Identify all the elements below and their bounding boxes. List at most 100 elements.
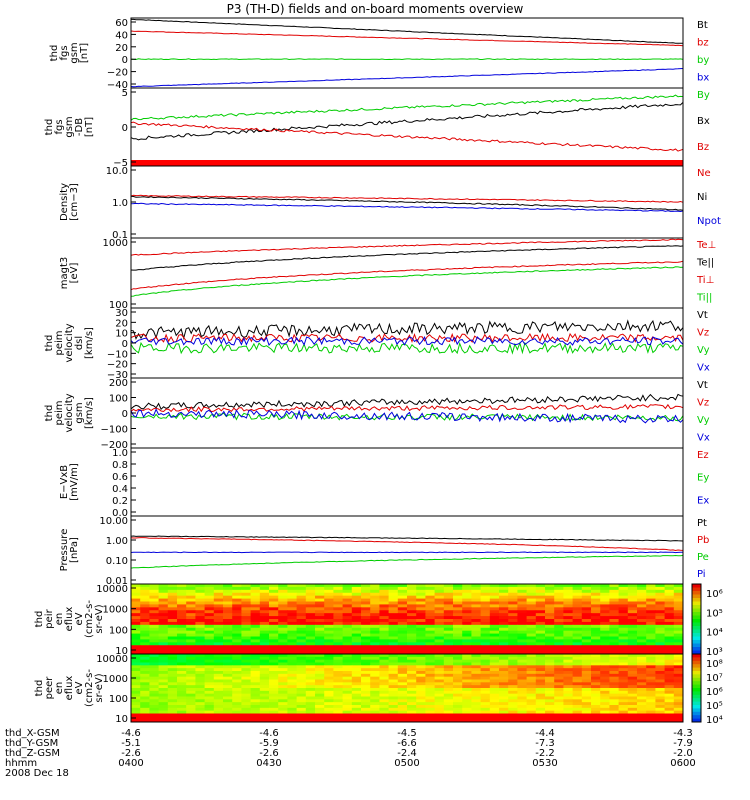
heatmap-cell (646, 716, 656, 720)
heatmap-cell (655, 716, 666, 720)
heatmap-cell (425, 702, 436, 706)
heatmap-cell (342, 627, 353, 632)
heatmap-cell (535, 656, 546, 661)
heatmap-cell (305, 679, 316, 683)
heatmap-cell (563, 639, 574, 643)
heatmap-cell (462, 671, 472, 675)
heatmap-cell (241, 584, 252, 588)
heatmap-cell (204, 707, 215, 712)
heatmap-cell (213, 595, 224, 600)
heatmap-cell (462, 688, 472, 692)
heatmap-cell (627, 716, 638, 720)
heatmap-cell (342, 693, 353, 697)
heatmap-cell (287, 619, 298, 623)
heatmap-cell (213, 589, 224, 594)
heatmap-cell (370, 665, 380, 669)
heatmap-cell (425, 665, 436, 669)
heatmap-cell (232, 688, 242, 692)
colorbar-frame (691, 653, 702, 723)
heatmap-cell (342, 656, 353, 661)
heatmap-cell (370, 624, 380, 629)
heatmap-cell (186, 713, 196, 717)
heatmap-cell (655, 613, 666, 617)
heatmap-cell (167, 584, 178, 588)
heatmap-cell (186, 616, 196, 620)
heatmap-cell (554, 688, 564, 692)
heatmap-cell (315, 589, 325, 594)
heatmap-cell (167, 719, 178, 723)
heatmap-cell (416, 699, 426, 703)
heatmap-cell (673, 639, 684, 643)
heatmap-cell (140, 702, 150, 706)
heatmap-cell (241, 662, 252, 666)
heatmap-cell (204, 633, 215, 637)
heatmap-cell (453, 679, 463, 683)
heatmap-cell (545, 639, 555, 643)
heatmap-cell (195, 696, 206, 700)
colorbar-segment (692, 688, 701, 692)
heatmap-cell (655, 679, 666, 683)
heatmap-cell (489, 586, 500, 591)
heatmap-cell (195, 693, 206, 697)
heatmap-cell (140, 601, 150, 605)
heatmap-cell (333, 601, 344, 605)
heatmap-cell (213, 592, 224, 597)
heatmap-cell (526, 589, 537, 594)
heatmap-cell (480, 679, 491, 683)
heatmap-cell (443, 607, 454, 611)
heatmap-cell (618, 716, 629, 720)
heatmap-cell (499, 639, 509, 643)
heatmap-cell (627, 673, 638, 678)
heatmap-cell (351, 688, 362, 692)
heatmap-cell (609, 627, 620, 632)
heatmap-cell (370, 676, 380, 680)
heatmap-cell (517, 648, 528, 652)
heatmap-cell (443, 676, 454, 680)
y-tick-label: 100 (109, 625, 128, 636)
heatmap-cell (416, 610, 426, 614)
heatmap-cell (333, 696, 344, 700)
heatmap-cell (407, 713, 417, 717)
heatmap-cell (646, 624, 656, 629)
heatmap-cell (480, 707, 491, 712)
heatmap-cell (204, 682, 215, 686)
heatmap-cell (259, 592, 270, 597)
heatmap-cell (655, 656, 666, 661)
heatmap-cell (434, 607, 445, 611)
heatmap-cell (673, 584, 684, 588)
heatmap-cell (673, 613, 684, 617)
heatmap-cell (434, 654, 445, 658)
heatmap-cell (572, 716, 583, 720)
heatmap-cell (269, 673, 279, 678)
heatmap-cell (618, 651, 629, 655)
heatmap-cell (315, 613, 325, 617)
heatmap-cell (213, 633, 224, 637)
heatmap-cell (480, 624, 491, 629)
heatmap-cell (351, 656, 362, 661)
heatmap-cell (213, 676, 224, 680)
heatmap-cell (489, 624, 500, 629)
heatmap-cell (186, 676, 196, 680)
heatmap-cell (618, 685, 629, 689)
heatmap-cell (370, 654, 380, 658)
heatmap-cell (370, 656, 380, 661)
heatmap-cell (600, 595, 610, 600)
heatmap-cell (480, 589, 491, 594)
colorbar-segment (692, 667, 701, 672)
heatmap-cell (315, 639, 325, 643)
heatmap-cell (535, 662, 546, 666)
heatmap-cell (278, 636, 288, 640)
heatmap-cell (563, 651, 574, 655)
heatmap-cell (489, 716, 500, 720)
heatmap-cell (646, 586, 656, 591)
x-tick-label: 0500 (394, 758, 419, 769)
heatmap-cell (149, 616, 160, 620)
y-axis-label: dsl (74, 336, 85, 350)
x-tick-label: 0430 (256, 758, 281, 769)
heatmap-cell (627, 656, 638, 661)
heatmap-cell (462, 589, 472, 594)
heatmap-cell (600, 665, 610, 669)
heatmap-cell (416, 662, 426, 666)
